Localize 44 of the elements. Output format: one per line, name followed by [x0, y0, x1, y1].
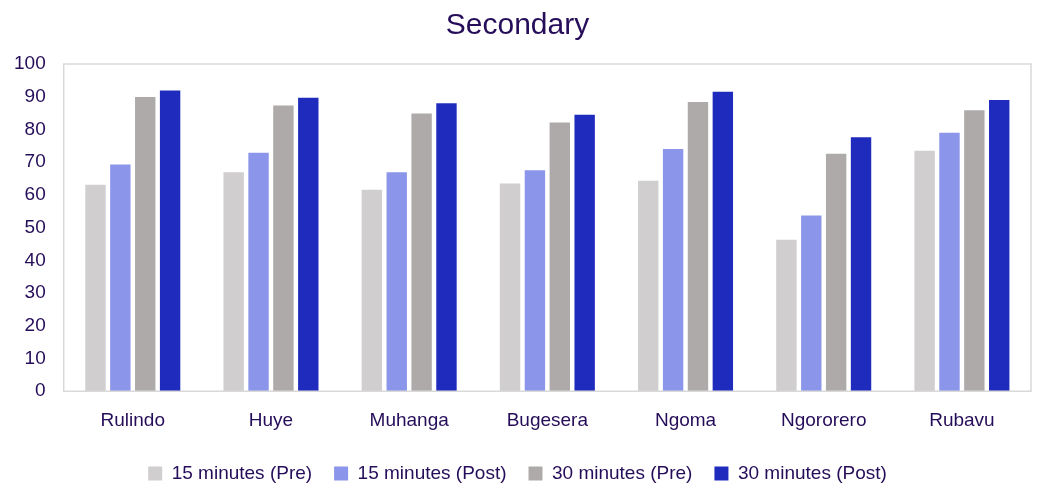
- y-tick-label: 30: [24, 281, 46, 303]
- bar: [248, 152, 269, 392]
- bar: [298, 97, 319, 392]
- x-tick-label: Huye: [248, 408, 294, 430]
- bar: [662, 149, 684, 392]
- bar: [964, 110, 985, 392]
- bar: [549, 122, 570, 392]
- bar: [825, 153, 847, 392]
- legend-label: 30 minutes (Post): [737, 461, 887, 483]
- x-tick-label: Muhanga: [369, 408, 450, 430]
- bar: [411, 113, 432, 392]
- bar: [135, 97, 156, 392]
- y-tick-label: 50: [24, 215, 46, 237]
- bar: [436, 103, 457, 392]
- chart-title: Secondary: [445, 7, 590, 41]
- y-tick-label: 40: [24, 248, 46, 270]
- y-tick-label: 80: [24, 117, 46, 139]
- bar: [110, 164, 131, 392]
- y-tick-label: 20: [24, 313, 46, 335]
- bar: [524, 170, 546, 392]
- legend-label: 30 minutes (Pre): [552, 461, 693, 483]
- legend-label: 15 minutes (Pre): [171, 461, 313, 483]
- y-tick-label: 10: [24, 346, 46, 368]
- bar: [801, 215, 822, 392]
- x-tick-label: Ngoma: [654, 408, 717, 430]
- bar: [273, 105, 294, 392]
- bar: [386, 172, 407, 392]
- y-tick-label: 90: [24, 84, 46, 106]
- bar: [574, 114, 595, 392]
- bar: [712, 91, 734, 392]
- bar: [687, 101, 709, 392]
- legend-label: 15 minutes (Post): [357, 461, 507, 483]
- y-tick-label: 100: [14, 52, 46, 74]
- x-tick-label: Rulindo: [100, 408, 166, 430]
- y-tick-label: 0: [35, 379, 46, 401]
- y-tick-label: 60: [24, 183, 46, 205]
- bar: [939, 132, 960, 392]
- bar: [989, 99, 1010, 392]
- y-tick-label: 70: [24, 150, 46, 172]
- bar: [850, 137, 872, 392]
- x-tick-label: Rubavu: [929, 408, 995, 430]
- x-tick-label: Ngororero: [780, 408, 867, 430]
- bar: [159, 90, 181, 392]
- x-tick-label: Bugesera: [506, 408, 589, 430]
